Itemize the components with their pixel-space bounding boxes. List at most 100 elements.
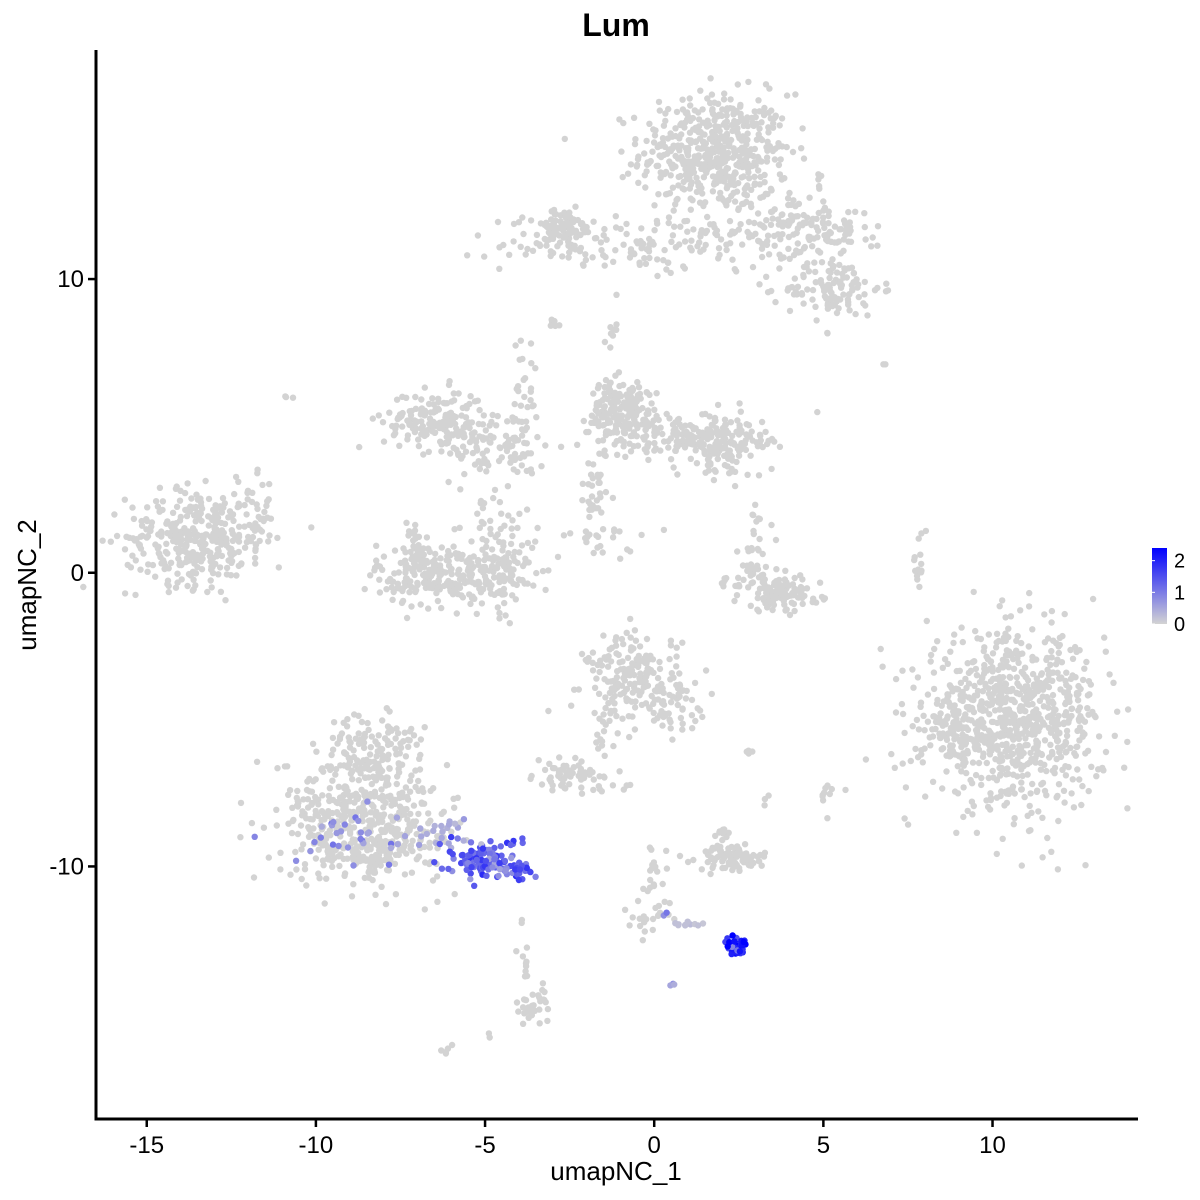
- cell-point: [347, 739, 354, 746]
- cell-point: [761, 802, 768, 809]
- cell-point: [650, 709, 657, 717]
- cell-point: [600, 421, 608, 429]
- cell-point: [752, 113, 759, 121]
- cell-point: [591, 235, 599, 242]
- cell-point: [996, 603, 1003, 610]
- cell-point: [1092, 713, 1099, 721]
- cell-point: [748, 428, 755, 435]
- cell-point: [676, 693, 683, 700]
- cell-point: [1039, 779, 1047, 787]
- cell-point: [828, 785, 835, 793]
- cell-point: [368, 733, 375, 740]
- cell-point: [511, 434, 519, 441]
- cell-point: [1036, 697, 1044, 704]
- cell-point: [506, 620, 513, 627]
- cell-point: [888, 750, 895, 758]
- cell-point: [659, 722, 666, 729]
- cell-point: [457, 486, 464, 493]
- cell-point: [593, 675, 600, 682]
- cell-point: [551, 225, 558, 233]
- cell-point: [415, 442, 423, 450]
- cell-point: [722, 138, 729, 145]
- cell-point: [721, 158, 729, 165]
- cell-point: [736, 867, 743, 874]
- cell-point: [129, 504, 136, 511]
- cell-point: [689, 725, 696, 732]
- cell-point: [617, 666, 625, 673]
- cell-point: [969, 811, 976, 818]
- cell-point: [547, 248, 554, 255]
- cell-point: [981, 661, 988, 669]
- cell-point: [1102, 648, 1110, 655]
- cell-point: [758, 418, 766, 426]
- cell-point: [1055, 781, 1063, 788]
- cell-point: [626, 672, 633, 679]
- cell-point: [252, 560, 259, 567]
- cell-point: [468, 430, 476, 438]
- cell-point: [323, 875, 330, 882]
- cell-point: [709, 188, 717, 195]
- cell-point: [388, 578, 396, 585]
- cell-point: [529, 544, 536, 551]
- cell-point: [616, 382, 623, 390]
- cell-point: [510, 238, 517, 245]
- cell-point: [451, 526, 458, 533]
- cell-point: [710, 862, 717, 869]
- cell-point: [625, 665, 633, 673]
- cell-point: [714, 428, 721, 436]
- cell-point: [341, 872, 348, 879]
- cell-point: [184, 480, 191, 487]
- cell-point: [772, 536, 780, 544]
- cell-point: [277, 849, 284, 856]
- cell-point: [210, 506, 217, 513]
- cell-point: [695, 116, 703, 123]
- cell-point: [1076, 647, 1083, 654]
- cell-point: [421, 384, 428, 391]
- cell-point: [971, 743, 978, 751]
- cell-point: [1081, 718, 1089, 725]
- cell-point: [155, 543, 162, 550]
- cell-point: [963, 769, 970, 777]
- cell-point: [601, 225, 608, 233]
- cell-point: [950, 720, 957, 727]
- cell-point: [519, 214, 526, 221]
- cell-point: [987, 796, 994, 804]
- cell-point: [868, 243, 875, 250]
- cell-point: [621, 906, 629, 913]
- cell-point: [493, 564, 501, 572]
- cell-point: [1050, 637, 1057, 644]
- cell-point: [982, 682, 989, 690]
- cell-point: [206, 553, 214, 560]
- cell-point: [612, 213, 619, 220]
- cell-point: [771, 156, 779, 163]
- cell-point: [357, 829, 365, 836]
- cell-point: [825, 220, 832, 227]
- cell-point: [386, 725, 393, 732]
- cell-point: [585, 498, 592, 505]
- cell-point: [676, 135, 683, 142]
- cell-point: [632, 637, 640, 644]
- cell-point: [747, 151, 754, 159]
- cell-point: [753, 439, 760, 446]
- cell-point: [631, 627, 639, 634]
- cell-point: [303, 786, 311, 794]
- cell-point: [679, 639, 686, 646]
- cell-point: [222, 597, 229, 604]
- cell-point: [489, 864, 496, 871]
- cell-point: [1024, 812, 1031, 819]
- cell-point: [659, 430, 666, 438]
- cell-point: [193, 534, 200, 541]
- cell-point: [395, 569, 402, 576]
- cell-point: [716, 251, 723, 259]
- cell-point: [415, 533, 423, 540]
- cell-point: [712, 440, 719, 448]
- cell-point: [899, 760, 906, 767]
- cell-point: [609, 534, 617, 541]
- cell-point: [473, 610, 480, 618]
- cell-point: [350, 881, 357, 888]
- cell-point: [759, 550, 766, 558]
- cell-point: [656, 711, 664, 719]
- cell-point: [1075, 690, 1082, 698]
- cell-point: [673, 108, 681, 116]
- cell-point: [488, 546, 496, 553]
